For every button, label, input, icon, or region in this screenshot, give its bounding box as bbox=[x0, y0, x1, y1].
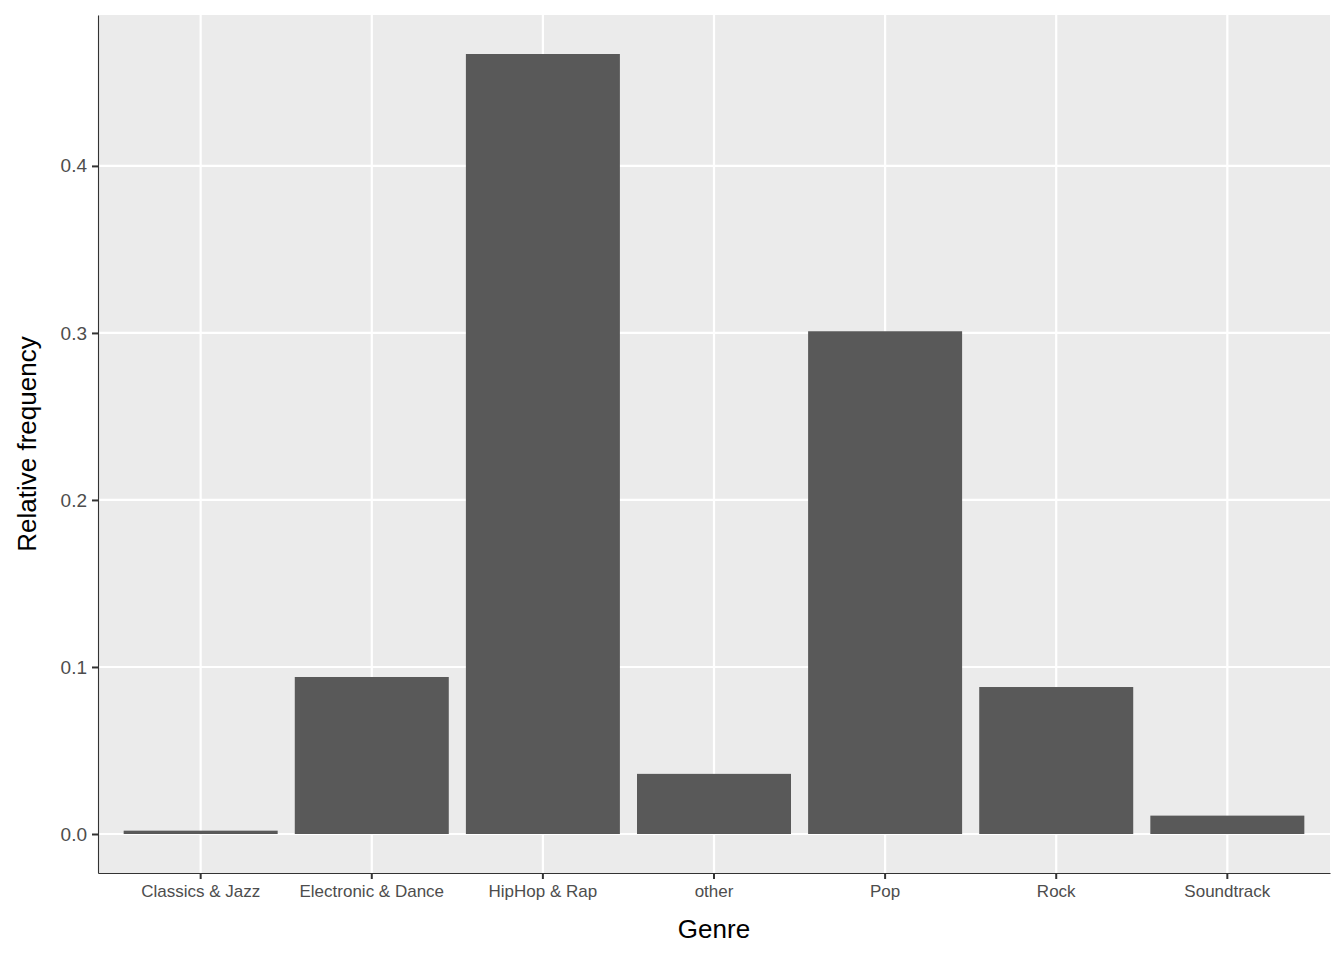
x-tick-label: Classics & Jazz bbox=[141, 882, 260, 901]
y-tick-mark bbox=[92, 499, 98, 501]
y-tick-label: 0.0 bbox=[61, 824, 87, 845]
grid-line bbox=[1226, 15, 1228, 873]
bar bbox=[637, 774, 791, 834]
x-axis: Classics & Jazz Electronic & Dance HipHop … bbox=[99, 873, 1331, 901]
x-tick-mark bbox=[1226, 873, 1228, 879]
x-tick-label: Rock bbox=[1037, 882, 1076, 901]
x-tick-mark bbox=[200, 873, 202, 879]
x-tick: Pop bbox=[870, 873, 900, 901]
x-tick: Electronic & Dance bbox=[299, 873, 444, 901]
x-tick-mark bbox=[371, 873, 373, 879]
x-axis-title: Genre bbox=[678, 914, 750, 944]
chart: 0.0 0.1 0.2 0.3 0.4 Classics & Jazz Electronic… bbox=[0, 0, 1344, 960]
x-tick-mark bbox=[884, 873, 886, 879]
bar bbox=[466, 54, 620, 834]
grid-line bbox=[200, 15, 202, 873]
bars bbox=[124, 54, 1305, 834]
y-tick: 0.4 bbox=[61, 155, 98, 176]
x-tick-label: Pop bbox=[870, 882, 900, 901]
y-axis-line bbox=[98, 16, 99, 874]
x-tick-label: Soundtrack bbox=[1184, 882, 1270, 901]
x-tick-label: other bbox=[695, 882, 734, 901]
y-tick: 0.2 bbox=[61, 490, 98, 511]
x-tick-mark bbox=[713, 873, 715, 879]
grid bbox=[98, 15, 1330, 873]
y-tick: 0.0 bbox=[61, 824, 98, 845]
y-tick-mark bbox=[92, 834, 98, 836]
bar bbox=[1150, 816, 1304, 834]
y-tick-label: 0.2 bbox=[61, 490, 87, 511]
y-tick-label: 0.4 bbox=[61, 155, 88, 176]
x-tick: Rock bbox=[1037, 873, 1076, 901]
x-tick-label: HipHop & Rap bbox=[489, 882, 598, 901]
y-tick-mark bbox=[92, 332, 98, 334]
panel-background bbox=[98, 15, 1330, 873]
y-axis: 0.0 0.1 0.2 0.3 0.4 bbox=[61, 16, 99, 874]
x-tick-mark bbox=[1055, 873, 1057, 879]
y-axis-title: Relative frequency bbox=[12, 336, 42, 551]
x-tick: Soundtrack bbox=[1184, 873, 1270, 901]
x-tick: Classics & Jazz bbox=[141, 873, 260, 901]
y-tick: 0.3 bbox=[61, 323, 98, 344]
x-tick-mark bbox=[542, 873, 544, 879]
bar bbox=[808, 331, 962, 834]
plot: 0.0 0.1 0.2 0.3 0.4 Classics & Jazz Electronic… bbox=[61, 15, 1331, 901]
x-tick: other bbox=[695, 873, 734, 901]
x-tick: HipHop & Rap bbox=[489, 873, 598, 901]
y-tick-label: 0.3 bbox=[61, 323, 87, 344]
bar bbox=[124, 831, 278, 834]
y-tick-mark bbox=[92, 165, 98, 167]
bar bbox=[979, 687, 1133, 834]
bar bbox=[295, 677, 449, 834]
y-tick-mark bbox=[92, 666, 98, 668]
y-tick: 0.1 bbox=[61, 657, 98, 678]
y-tick-label: 0.1 bbox=[61, 657, 87, 678]
grid-line bbox=[713, 15, 715, 873]
x-tick-label: Electronic & Dance bbox=[299, 882, 444, 901]
